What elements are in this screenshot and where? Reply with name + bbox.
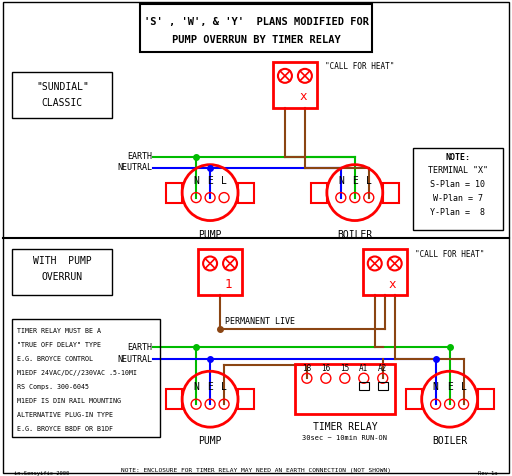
Text: E: E [352,176,358,186]
Text: RS Comps. 300-6045: RS Comps. 300-6045 [17,384,90,390]
Bar [12,319,160,437]
Text: 1: 1 [224,278,232,291]
Text: A1: A1 [359,364,369,373]
Text: EARTH: EARTH [127,152,152,161]
Text: E: E [207,382,213,392]
Text: 'S' , 'W', & 'Y'  PLANS MODIFIED FOR: 'S' , 'W', & 'Y' PLANS MODIFIED FOR [143,17,369,27]
Text: "CALL FOR HEAT": "CALL FOR HEAT" [325,62,394,71]
Text: L: L [461,382,466,392]
Text: L: L [221,382,227,392]
Text: N: N [193,382,199,392]
Bar [311,183,327,203]
Bar [12,249,112,296]
Bar [413,148,502,229]
Text: CLASSIC: CLASSIC [42,98,83,108]
Text: Rev 1a: Rev 1a [478,471,498,476]
Text: x: x [299,90,307,103]
Bar [198,249,242,296]
Text: PUMP OVERRUN BY TIMER RELAY: PUMP OVERRUN BY TIMER RELAY [172,35,340,45]
Bar [238,183,254,203]
Text: NEUTRAL: NEUTRAL [117,163,152,172]
Bar [12,72,112,118]
Text: E: E [446,382,453,392]
Text: TIMER RELAY MUST BE A: TIMER RELAY MUST BE A [17,328,101,334]
Text: N: N [193,176,199,186]
Text: NEUTRAL: NEUTRAL [117,355,152,364]
Text: N: N [338,176,344,186]
Text: E.G. BROYCE CONTROL: E.G. BROYCE CONTROL [17,356,94,362]
Text: S-Plan = 10: S-Plan = 10 [430,180,485,189]
Text: WITH  PUMP: WITH PUMP [33,257,92,267]
Text: A2: A2 [378,364,388,373]
Text: 16: 16 [321,364,330,373]
Text: BOILER: BOILER [337,229,372,239]
Text: 15: 15 [340,364,350,373]
Text: PERMANENT LIVE: PERMANENT LIVE [225,317,295,326]
Text: NOTE:: NOTE: [445,153,470,162]
Bar [238,389,254,409]
Bar [140,4,372,52]
Text: in.Sensyific 2000: in.Sensyific 2000 [14,471,70,476]
Text: PUMP: PUMP [198,229,222,239]
Text: 18: 18 [302,364,311,373]
Bar [383,183,399,203]
Text: "CALL FOR HEAT": "CALL FOR HEAT" [415,250,484,259]
Bar [359,382,369,390]
Text: EARTH: EARTH [127,343,152,352]
Text: Y-Plan =  8: Y-Plan = 8 [430,208,485,217]
Text: L: L [221,176,227,186]
Text: 30sec ~ 10min RUN-ON: 30sec ~ 10min RUN-ON [302,435,387,441]
Text: L: L [366,176,372,186]
Text: E: E [207,176,213,186]
Bar [166,183,182,203]
Text: M1EDF 24VAC/DC//230VAC .5-10MI: M1EDF 24VAC/DC//230VAC .5-10MI [17,370,138,376]
Bar [295,364,395,414]
Bar [363,249,407,296]
Text: OVERRUN: OVERRUN [42,272,83,282]
Text: W-Plan = 7: W-Plan = 7 [433,194,483,203]
Text: E.G. BROYCE B8DF OR B1DF: E.G. BROYCE B8DF OR B1DF [17,426,114,432]
Text: TIMER RELAY: TIMER RELAY [312,422,377,432]
Bar [406,389,422,409]
Bar [166,389,182,409]
Text: NOTE: ENCLOSURE FOR TIMER RELAY MAY NEED AN EARTH CONNECTION (NOT SHOWN): NOTE: ENCLOSURE FOR TIMER RELAY MAY NEED… [121,467,391,473]
Bar [378,382,388,390]
Bar [478,389,494,409]
Bar [273,62,317,108]
Text: TERMINAL "X": TERMINAL "X" [428,166,487,175]
Text: "SUNDIAL": "SUNDIAL" [36,82,89,92]
Text: x: x [389,278,396,291]
Text: BOILER: BOILER [432,436,467,446]
Text: ALTERNATIVE PLUG-IN TYPE: ALTERNATIVE PLUG-IN TYPE [17,412,114,418]
Text: N: N [433,382,439,392]
Text: M1EDF IS DIN RAIL MOUNTING: M1EDF IS DIN RAIL MOUNTING [17,398,121,404]
Text: "TRUE OFF DELAY" TYPE: "TRUE OFF DELAY" TYPE [17,342,101,348]
Text: PUMP: PUMP [198,436,222,446]
